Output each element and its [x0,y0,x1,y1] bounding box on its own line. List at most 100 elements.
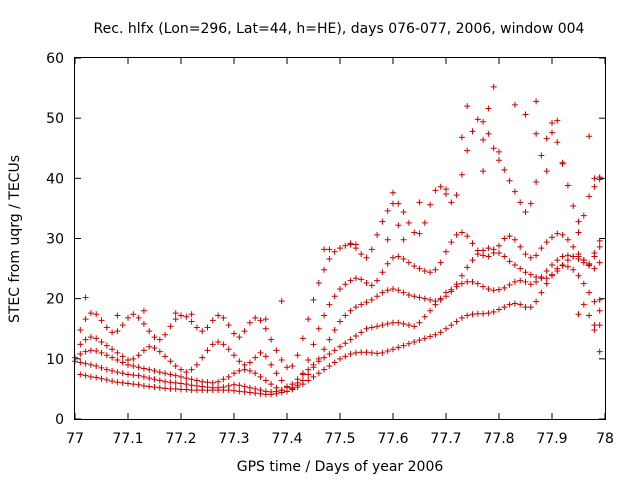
data-point [188,376,195,383]
data-point [400,209,407,216]
data-point [485,130,492,137]
data-point [331,326,338,333]
data-point [374,350,381,357]
data-point [490,83,497,90]
data-point [549,129,555,136]
data-point [299,377,306,384]
data-point [98,349,105,356]
data-point [278,387,285,394]
y-tick-label: 0 [55,412,64,428]
data-point [575,251,582,258]
data-point [262,353,269,360]
data-point [98,364,105,371]
data-point [464,264,471,271]
data-point [87,361,94,368]
data-point [193,382,200,389]
data-point [474,247,481,254]
data-point [448,199,455,206]
data-point [411,229,418,236]
data-point [575,229,582,236]
data-point [480,252,487,259]
data-point [241,388,248,395]
y-tick-label: 20 [46,292,64,308]
data-point [119,322,126,329]
data-point [135,372,142,379]
data-point [490,287,497,294]
data-point [262,316,269,323]
data-point [93,363,100,370]
data-point [321,266,328,273]
data-point [337,286,343,293]
data-point [167,379,174,386]
data-point [93,348,100,355]
data-point [315,280,322,287]
data-point [151,376,158,383]
data-point [596,259,603,266]
data-point [400,236,407,243]
data-point [278,298,285,305]
data-point [527,304,534,311]
data-point [564,236,571,243]
x-tick-label: 77.1 [112,431,143,447]
data-point [305,357,312,364]
data-point [384,236,391,243]
data-point [114,357,121,364]
data-point [570,203,577,210]
data-point [167,371,174,378]
data-point [172,310,179,317]
data-point [416,294,423,301]
data-point [305,316,312,323]
data-point [268,336,275,343]
data-point [305,377,312,384]
data-point [390,254,396,261]
data-point [506,281,513,288]
data-point [533,98,540,105]
data-point [220,341,227,348]
data-point [522,278,529,285]
data-point [416,319,423,326]
data-point [432,266,439,273]
data-point [443,293,449,300]
data-point [437,259,444,266]
data-point [363,325,370,332]
data-point [114,369,121,376]
data-point [368,324,375,331]
data-point [268,388,275,395]
data-point [480,310,487,317]
data-point [543,168,550,175]
data-point [193,377,200,384]
data-point [586,261,593,268]
data-point [257,349,264,356]
data-point [146,366,153,373]
data-point [453,281,460,288]
data-point [501,304,508,311]
data-point [125,314,131,321]
data-point [321,354,328,361]
data-point [580,257,587,264]
data-point [257,317,264,324]
data-point [321,346,328,353]
data-point [533,298,540,305]
data-point [352,304,359,311]
data-point [596,174,603,181]
data-point [501,253,508,260]
data-point [342,281,349,288]
data-point [140,347,147,354]
x-tick-label: 77.9 [536,431,567,447]
y-axis-ticks: 0 10 20 30 40 50 60 [46,51,605,428]
data-point [231,381,237,388]
data-point [522,304,529,311]
data-point [130,311,137,318]
data-point [538,152,545,159]
data-point [363,280,370,287]
data-point [358,301,365,308]
data-point [321,312,328,319]
data-point [305,371,312,378]
data-point [273,347,280,354]
data-point [321,246,328,253]
data-point [390,346,396,353]
data-point [151,334,158,341]
data-point [352,241,359,248]
data-point [575,272,582,279]
data-point [130,363,137,370]
